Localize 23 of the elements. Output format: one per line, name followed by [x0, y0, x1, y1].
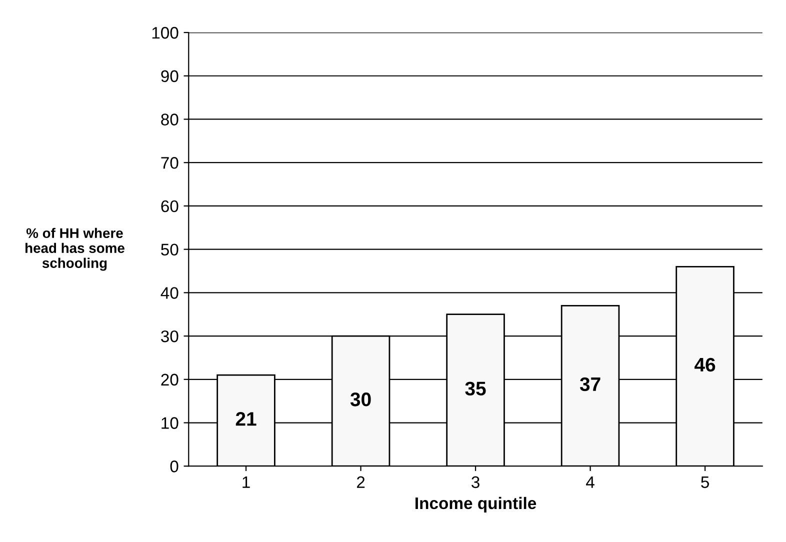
- y-tick-label: 30: [161, 330, 178, 342]
- data-label: 37: [580, 377, 600, 392]
- y-tick-label: 20: [161, 374, 178, 386]
- x-tick-label: 2: [356, 476, 365, 488]
- y-tick-label: 40: [160, 287, 178, 299]
- data-label: 30: [350, 392, 371, 406]
- y-tick-label: 100: [152, 26, 178, 39]
- y-tick-label: 90: [161, 70, 178, 82]
- y-tick-label: 60: [161, 200, 178, 212]
- data-label: 21: [236, 412, 256, 426]
- x-tick-label: 4: [586, 476, 594, 488]
- x-tick-label: 5: [701, 476, 709, 488]
- y-tick-label: 0: [170, 460, 178, 472]
- data-label: 46: [694, 358, 716, 372]
- data-label: 35: [465, 382, 486, 396]
- y-tick-label: 50: [161, 244, 178, 256]
- y-axis-title: % of HH where head has some schooling: [26, 228, 124, 271]
- x-tick-label: 3: [472, 476, 480, 488]
- x-tick-label: 1: [242, 476, 250, 488]
- y-tick-label: 80: [161, 114, 178, 126]
- y-tick-label: 10: [162, 417, 178, 429]
- y-tick-label: 70: [161, 157, 178, 169]
- x-axis-title: Income quintile: [416, 496, 536, 512]
